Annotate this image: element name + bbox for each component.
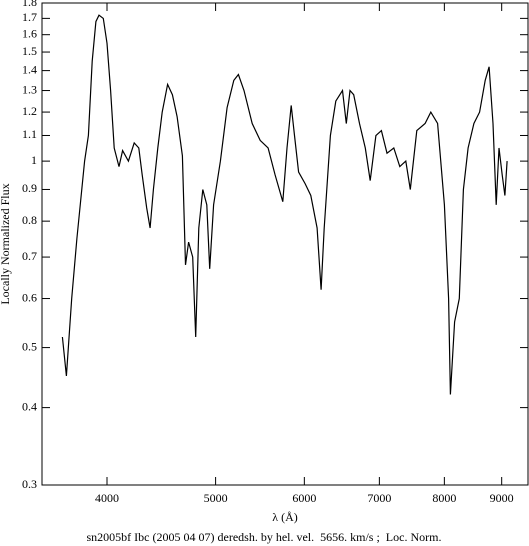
y-tick-label: 0.5	[22, 339, 37, 353]
y-tick-label: 0.9	[22, 181, 37, 195]
x-tick-label: 6000	[292, 491, 316, 505]
y-tick-label: 1	[31, 153, 37, 167]
chart-title: sn2005bf Ibc (2005 04 07) deredsh. by he…	[87, 530, 442, 544]
y-axis-label: Locally Normalized Flux	[0, 183, 12, 304]
y-tick-label: 1.1	[22, 127, 37, 141]
x-axis-label: λ (Å)	[272, 510, 297, 524]
y-tick-label: 0.4	[22, 399, 37, 413]
y-tick-label: 1.4	[22, 62, 37, 76]
y-tick-label: 0.6	[22, 290, 37, 304]
x-tick-label: 5000	[204, 491, 228, 505]
x-tick-label: 4000	[95, 491, 119, 505]
x-tick-label: 7000	[367, 491, 391, 505]
y-tick-label: 0.8	[22, 213, 37, 227]
y-tick-label: 0.7	[22, 249, 37, 263]
y-tick-label: 1.7	[22, 10, 37, 24]
y-tick-label: 1.6	[22, 26, 37, 40]
y-tick-label: 1.8	[22, 0, 37, 9]
x-tick-label: 8000	[432, 491, 456, 505]
y-tick-label: 0.3	[22, 477, 37, 491]
y-tick-label: 1.3	[22, 82, 37, 96]
spectrum-line	[61, 14, 508, 395]
x-tick-label: 9000	[490, 491, 514, 505]
y-tick-label: 1.5	[22, 44, 37, 58]
y-tick-label: 1.2	[22, 104, 37, 118]
plot-frame	[41, 2, 529, 486]
